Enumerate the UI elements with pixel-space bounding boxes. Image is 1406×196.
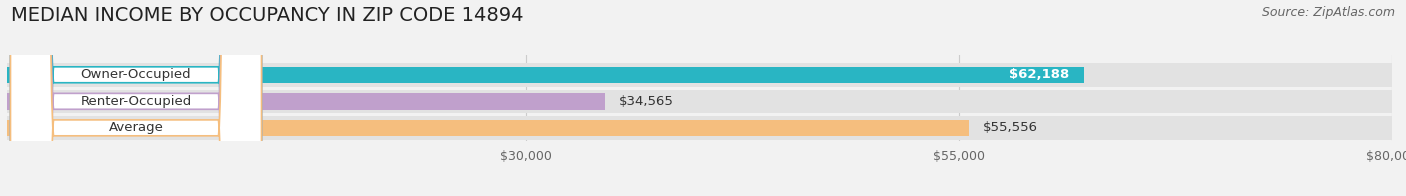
Text: $62,188: $62,188 (1010, 68, 1070, 81)
FancyBboxPatch shape (10, 0, 262, 196)
Bar (7, 116, 1392, 140)
Bar (7, 120, 969, 136)
Text: $34,565: $34,565 (619, 95, 673, 108)
Bar (7, 90, 1392, 113)
Text: MEDIAN INCOME BY OCCUPANCY IN ZIP CODE 14894: MEDIAN INCOME BY OCCUPANCY IN ZIP CODE 1… (11, 6, 524, 25)
Text: Renter-Occupied: Renter-Occupied (80, 95, 191, 108)
FancyBboxPatch shape (10, 0, 262, 196)
Bar (7, 63, 1392, 87)
Text: $55,556: $55,556 (983, 121, 1038, 134)
Text: Source: ZipAtlas.com: Source: ZipAtlas.com (1261, 6, 1395, 19)
Bar (7, 67, 1084, 83)
Bar (7, 93, 606, 110)
Text: Owner-Occupied: Owner-Occupied (80, 68, 191, 81)
Text: Average: Average (108, 121, 163, 134)
FancyBboxPatch shape (10, 0, 262, 196)
